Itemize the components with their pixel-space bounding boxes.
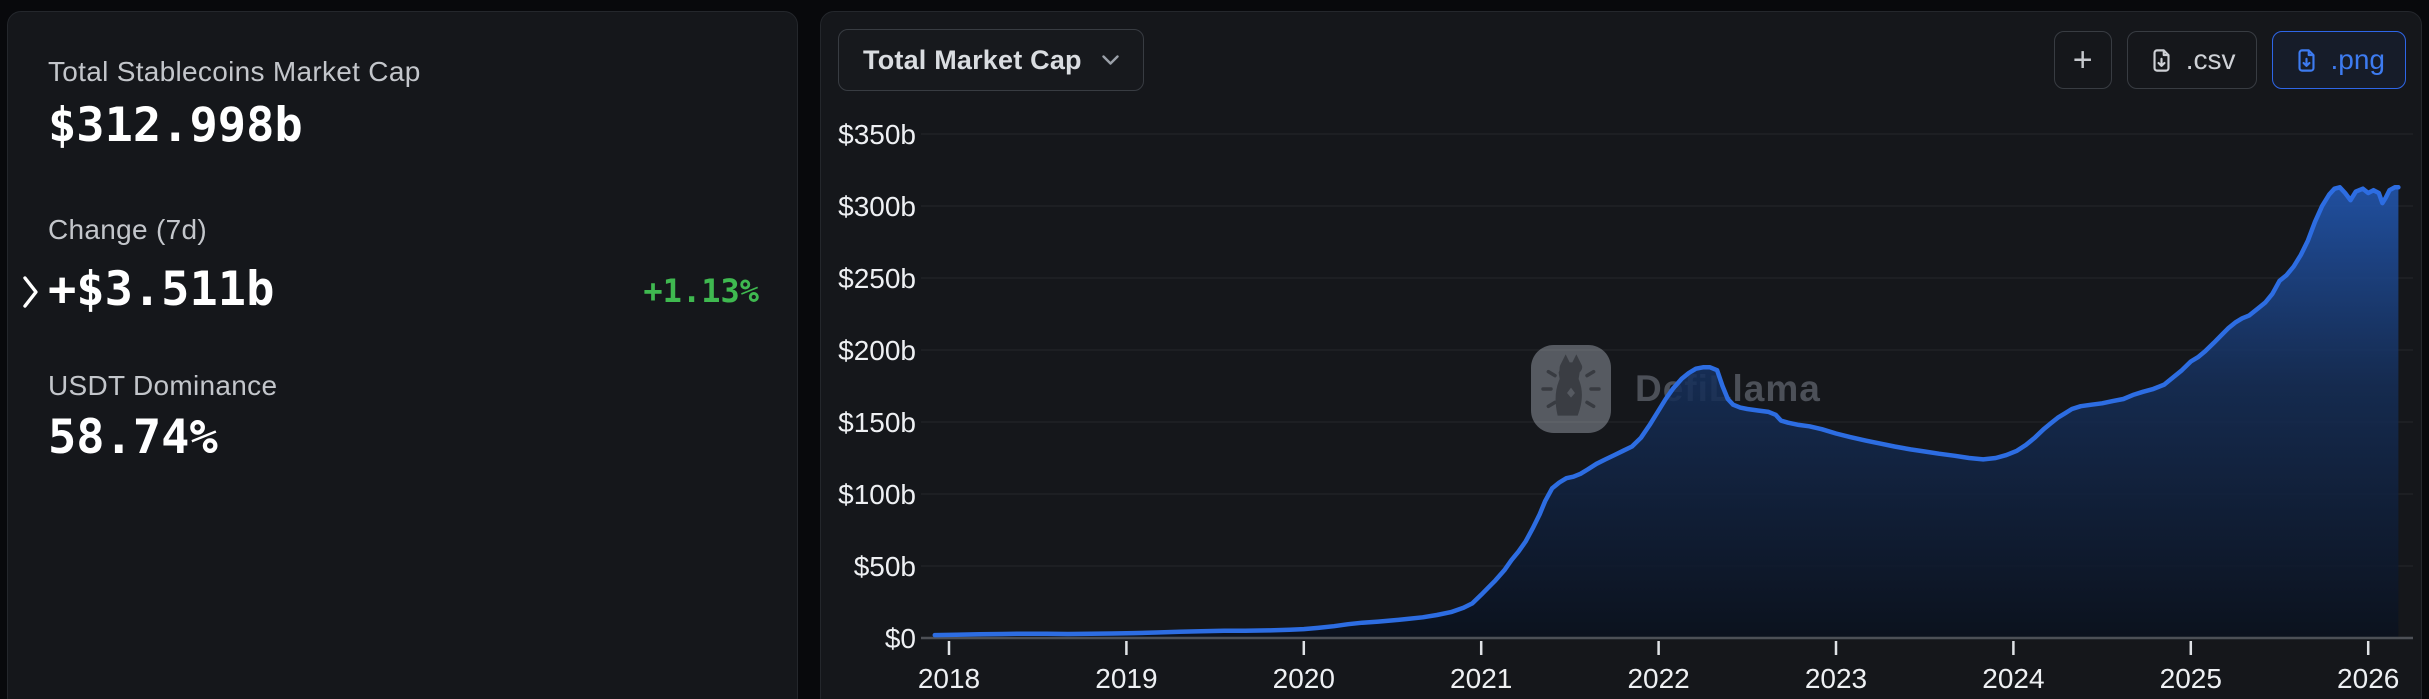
plus-icon: + (2072, 40, 2093, 79)
file-download-icon (2153, 48, 2170, 72)
x-axis-label: 2020 (1273, 663, 1335, 694)
y-axis-label: $350b (838, 119, 916, 150)
download-png-button[interactable]: .png (2271, 31, 2406, 89)
add-chart-button[interactable]: + (2053, 31, 2112, 89)
x-axis-label: 2024 (1982, 663, 2044, 694)
market-cap-value: $312.998b (48, 98, 303, 153)
x-axis-label: 2026 (2337, 663, 2399, 694)
metric-dropdown[interactable]: Total Market Cap (838, 29, 1144, 91)
change-7d-value: +$3.511b (48, 262, 275, 317)
change-7d-percent: +1.13% (643, 272, 759, 310)
chart-actions: + .csv .png (2053, 31, 2406, 89)
y-axis-label: $100b (838, 479, 916, 510)
x-axis-label: 2019 (1095, 663, 1157, 694)
y-axis-label: $200b (838, 335, 916, 366)
stats-panel: Total Stablecoins Market Cap $312.998b C… (7, 11, 798, 699)
chevron-down-icon (1102, 54, 1119, 65)
market-cap-line (932, 185, 2401, 638)
x-axis-label: 2022 (1627, 663, 1689, 694)
x-axis-label: 2023 (1805, 663, 1867, 694)
defillama-logo-icon (1531, 345, 1611, 433)
x-axis-label: 2025 (2160, 663, 2222, 694)
chart-panel: DefiLlama $0 $50b $100b $150b $200b $250b $300… (820, 11, 2422, 699)
expand-chevron-icon[interactable] (20, 274, 42, 310)
y-axis-label: $250b (838, 263, 916, 294)
csv-button-label: .csv (2185, 44, 2236, 75)
y-axis-label: $50b (854, 551, 916, 582)
metric-dropdown-label: Total Market Cap (863, 44, 1082, 75)
download-csv-button[interactable]: .csv (2126, 31, 2257, 89)
market-cap-label: Total Stablecoins Market Cap (48, 56, 421, 87)
y-axis-label: $0 (885, 623, 916, 654)
y-axis-label: $300b (838, 191, 916, 222)
usdt-dominance-value: 58.74% (48, 410, 218, 465)
x-axis-label: 2018 (918, 663, 980, 694)
png-button-label: .png (2330, 44, 2386, 75)
x-axis-label: 2021 (1450, 663, 1512, 694)
file-download-icon (2297, 48, 2315, 72)
chart-area-fill (934, 187, 2399, 639)
y-axis-label: $150b (838, 407, 916, 438)
change-7d-label: Change (7d) (48, 214, 207, 245)
usdt-dominance-label: USDT Dominance (48, 370, 278, 401)
market-cap-area-chart[interactable]: $0 $50b $100b $150b $200b $250b $300b $350b 2018… (821, 12, 2423, 699)
chart-toolbar: Total Market Cap + .csv (838, 29, 2406, 91)
